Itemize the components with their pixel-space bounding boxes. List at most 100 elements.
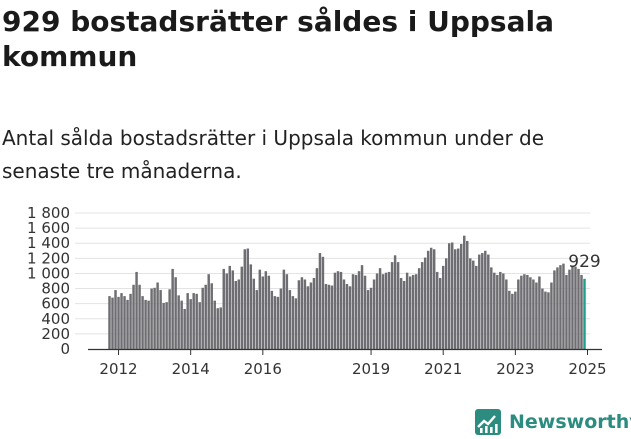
bar xyxy=(321,256,325,349)
bar xyxy=(135,271,138,349)
bar xyxy=(330,285,334,349)
bar xyxy=(580,274,583,349)
bar xyxy=(345,284,349,349)
bar xyxy=(204,284,207,349)
bar xyxy=(237,279,241,349)
bar xyxy=(369,287,373,349)
bar xyxy=(481,253,484,349)
bar xyxy=(535,282,538,349)
bar xyxy=(426,250,430,349)
bar xyxy=(306,286,310,349)
y-tick-label: 1 800 xyxy=(27,204,70,222)
bar xyxy=(520,275,523,349)
bar xyxy=(423,257,427,349)
bar xyxy=(327,284,331,349)
bar xyxy=(387,271,391,349)
bar xyxy=(231,270,234,349)
bar xyxy=(285,274,289,349)
bar xyxy=(565,274,568,349)
bar xyxy=(393,255,397,349)
bar xyxy=(309,282,313,349)
bar xyxy=(342,279,346,349)
newsworthy-logo-icon xyxy=(475,409,501,435)
bar xyxy=(219,307,222,349)
chart-subtitle: Antal sålda bostadsrätter i Uppsala komm… xyxy=(2,126,545,183)
bar xyxy=(156,282,159,349)
bar xyxy=(396,262,400,349)
bar xyxy=(261,276,265,349)
bar xyxy=(213,300,216,349)
bar xyxy=(583,278,586,349)
bar xyxy=(453,249,457,349)
bar xyxy=(429,247,433,349)
bar xyxy=(574,266,577,349)
bar xyxy=(450,242,454,349)
bar xyxy=(165,302,168,349)
bar xyxy=(132,284,135,349)
bar xyxy=(171,268,174,349)
bar xyxy=(438,277,442,349)
bar xyxy=(216,308,219,349)
newsworthy-logo[interactable]: Newsworthy xyxy=(474,406,631,438)
bar xyxy=(195,293,198,349)
bar xyxy=(541,288,544,349)
bar xyxy=(144,299,147,349)
bar xyxy=(559,265,562,349)
bar xyxy=(120,293,123,349)
y-tick-label: 0 xyxy=(60,340,70,358)
bar xyxy=(126,299,129,349)
bar xyxy=(414,274,418,349)
x-tick-label: 2016 xyxy=(244,360,282,378)
bar xyxy=(571,265,574,349)
bar xyxy=(463,235,466,349)
bar xyxy=(487,254,490,349)
bar xyxy=(402,281,406,349)
bar xyxy=(249,264,253,349)
bar xyxy=(198,302,201,349)
bar xyxy=(192,293,195,349)
bar xyxy=(366,290,370,349)
bar xyxy=(420,262,424,349)
x-tick-label: 2025 xyxy=(568,360,606,378)
bar xyxy=(532,279,535,349)
bar xyxy=(441,265,445,349)
bar xyxy=(318,253,322,349)
bar xyxy=(372,279,376,349)
bar xyxy=(384,272,388,349)
bar xyxy=(339,271,343,349)
bar xyxy=(526,274,529,349)
bar xyxy=(475,265,478,349)
bar xyxy=(222,268,225,349)
bar xyxy=(333,272,337,349)
bar xyxy=(117,296,120,349)
bar xyxy=(291,296,295,349)
bar xyxy=(363,275,367,349)
x-axis: 2012 2014 2016 2019 2021 2023 2025 xyxy=(88,348,607,378)
bar xyxy=(553,270,556,349)
x-tick-label: 2019 xyxy=(352,360,390,378)
bar xyxy=(114,290,117,349)
bar xyxy=(484,250,487,349)
bar xyxy=(174,277,177,349)
annotation: 929 xyxy=(568,252,600,272)
bar xyxy=(478,254,481,349)
bar xyxy=(123,296,126,349)
bar xyxy=(288,290,292,349)
x-tick-label: 2023 xyxy=(496,360,534,378)
bar xyxy=(129,293,132,349)
bar xyxy=(270,290,274,349)
bar xyxy=(303,279,307,349)
y-tick-label: 200 xyxy=(41,325,70,343)
bar xyxy=(240,266,244,349)
bar xyxy=(177,295,180,349)
brand-name: Newsworthy xyxy=(509,411,631,433)
bar xyxy=(294,298,298,349)
bar xyxy=(312,277,316,349)
bar xyxy=(378,268,382,349)
bar xyxy=(502,273,505,349)
bar xyxy=(300,277,304,349)
bar xyxy=(508,290,511,349)
bar xyxy=(147,300,150,349)
